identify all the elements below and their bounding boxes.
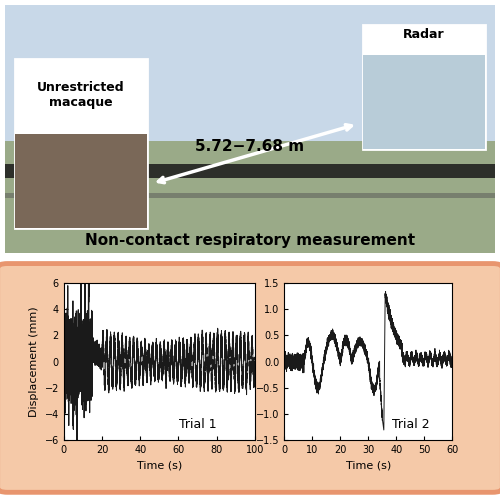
FancyBboxPatch shape xyxy=(15,59,147,228)
Bar xyxy=(5,164,495,179)
X-axis label: Time (s): Time (s) xyxy=(346,461,391,471)
Bar xyxy=(5,5,495,141)
FancyBboxPatch shape xyxy=(362,25,485,148)
Bar xyxy=(5,141,495,253)
FancyBboxPatch shape xyxy=(0,263,500,493)
Text: Trial 1: Trial 1 xyxy=(179,418,216,431)
Text: Unrestricted
macaque: Unrestricted macaque xyxy=(37,82,125,109)
Bar xyxy=(5,194,495,198)
Text: Radar: Radar xyxy=(403,28,445,41)
Text: Trial 2: Trial 2 xyxy=(392,418,429,431)
Text: 5.72−7.68 m: 5.72−7.68 m xyxy=(196,139,304,154)
Bar xyxy=(362,54,485,148)
Y-axis label: Displacement (mm): Displacement (mm) xyxy=(29,306,39,417)
Text: Non-contact respiratory measurement: Non-contact respiratory measurement xyxy=(85,233,415,248)
X-axis label: Time (s): Time (s) xyxy=(136,461,182,471)
Bar xyxy=(15,134,147,228)
